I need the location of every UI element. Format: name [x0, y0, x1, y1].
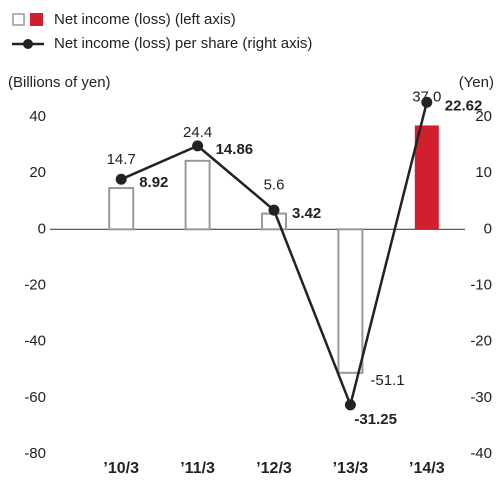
marker	[192, 140, 204, 152]
y2-axis-label: (Yen)	[459, 74, 494, 91]
y-axis-label: (Billions of yen)	[8, 74, 111, 91]
y2-tick-label: 10	[475, 164, 492, 181]
data-label: 14.86	[216, 141, 254, 158]
x-tick-label: ’14/3	[409, 460, 445, 477]
data-label: 8.92	[139, 174, 168, 191]
marker	[421, 96, 433, 108]
x-tick-label: ’10/3	[103, 460, 139, 477]
bar	[108, 187, 135, 231]
y-tick-label: -20	[24, 276, 46, 293]
legend-swatch	[12, 13, 25, 26]
y-tick-label: -80	[24, 445, 46, 462]
y-tick-label: -40	[24, 333, 46, 350]
legend-marker	[23, 39, 33, 49]
data-label: 3.42	[292, 205, 321, 222]
y2-tick-label: -40	[470, 445, 492, 462]
y2-tick-label: -30	[470, 389, 492, 406]
y-tick-label: -60	[24, 389, 46, 406]
marker	[115, 173, 127, 185]
x-tick-label: ’11/3	[180, 460, 215, 477]
legend-label: Net income (loss) per share (right axis)	[54, 35, 312, 52]
data-label: -51.1	[370, 372, 404, 389]
y-tick-label: 20	[29, 164, 46, 181]
x-tick-label: ’12/3	[256, 460, 292, 477]
data-label: -31.25	[354, 411, 397, 428]
data-label: 14.7	[107, 151, 136, 168]
marker	[344, 399, 356, 411]
y2-tick-label: -10	[470, 276, 492, 293]
legend-swatch	[30, 13, 43, 26]
bar	[337, 228, 364, 374]
bar	[414, 125, 439, 230]
marker	[268, 204, 280, 216]
legend-label: Net income (loss) (left axis)	[54, 11, 236, 28]
x-tick-label: ’13/3	[333, 460, 369, 477]
data-label: 5.6	[264, 177, 285, 194]
data-label: 24.4	[183, 124, 212, 141]
y2-tick-label: -20	[470, 333, 492, 350]
bar	[184, 159, 211, 231]
line	[120, 101, 429, 409]
y-tick-label: 40	[29, 108, 46, 125]
data-label: 22.62	[445, 97, 483, 114]
y-tick-label: 0	[38, 220, 46, 237]
bar	[261, 212, 287, 231]
y2-tick-label: 20	[475, 108, 492, 125]
y2-tick-label: 0	[484, 220, 492, 237]
